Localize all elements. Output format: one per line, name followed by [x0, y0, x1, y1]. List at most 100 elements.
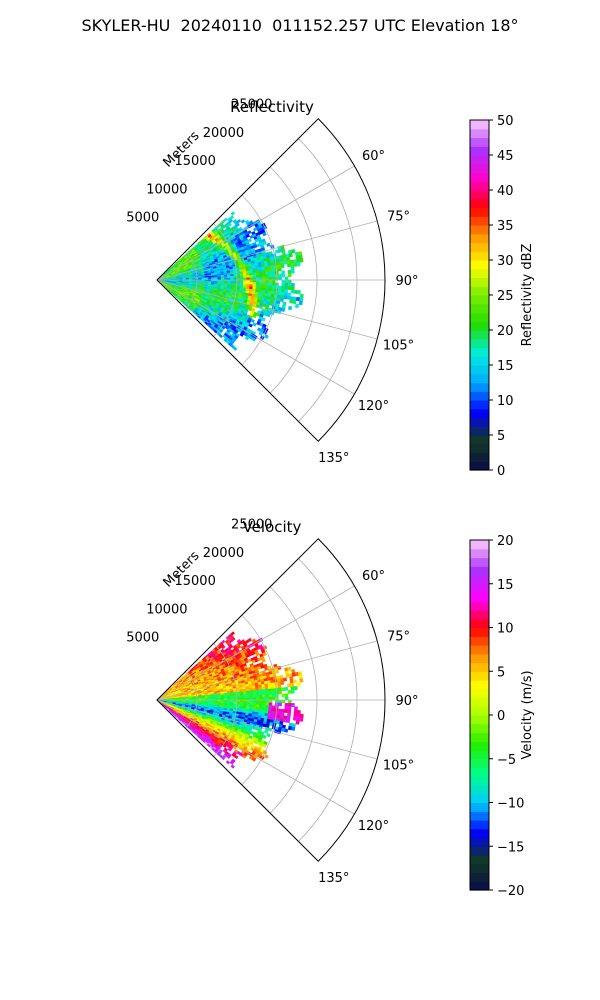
radar-cell — [239, 693, 244, 697]
radar-cell — [263, 729, 269, 734]
colorbar-segment — [470, 863, 489, 874]
radar-cell — [255, 274, 260, 278]
radar-cell — [268, 268, 273, 273]
colorbar-segment — [470, 723, 489, 734]
radar-cell — [251, 337, 257, 342]
radar-cell — [252, 272, 257, 276]
radar-cell — [262, 702, 266, 706]
radar-cell — [271, 265, 276, 269]
colorbar-segment — [470, 155, 489, 165]
radar-cell — [288, 253, 293, 258]
polar-grid — [156, 558, 385, 862]
azimuth-spoke — [156, 585, 355, 701]
radar-cell — [249, 695, 254, 698]
colorbar-segment — [470, 618, 489, 629]
colorbar-segment — [470, 750, 489, 760]
radar-cell — [265, 271, 270, 275]
radar-cell — [223, 276, 228, 279]
colorbar-segment — [470, 741, 489, 751]
radar-cell — [299, 717, 304, 722]
radar-cell — [271, 282, 276, 286]
radar-cell — [264, 334, 269, 339]
radar-cell — [255, 272, 260, 276]
radar-cell — [278, 699, 283, 704]
radar-cell — [262, 284, 266, 289]
radar-cell — [290, 269, 295, 274]
colorbar-segment — [470, 680, 489, 690]
colorbar-segment — [470, 260, 489, 270]
radar-cell — [240, 219, 246, 224]
colorbar-segment — [470, 583, 489, 594]
radar-cell — [293, 709, 298, 714]
radar-cell — [268, 274, 273, 278]
radar-cell — [258, 689, 263, 693]
radar-cell — [287, 279, 292, 284]
radar-cell — [293, 262, 298, 267]
azimuth-spoke — [156, 165, 355, 281]
radar-cell — [264, 754, 269, 759]
radar-cell — [284, 279, 289, 284]
radar-cell — [280, 288, 285, 293]
colorbar-segment — [470, 767, 489, 777]
colorbar-segment — [470, 312, 489, 322]
colorbar-tick-label: 0 — [497, 464, 505, 479]
radar-cell — [268, 285, 273, 289]
radar-cell — [235, 222, 240, 228]
colorbar-segment — [470, 330, 489, 340]
colorbar-segment — [470, 146, 489, 156]
radar-cell — [277, 684, 282, 689]
radial-tick-label: 5000 — [126, 211, 159, 226]
radar-cell — [293, 686, 298, 691]
panel-title: Reflectivity — [230, 98, 314, 116]
sector-frame — [156, 118, 386, 442]
azimuth-spoke — [156, 699, 355, 815]
radar-cell — [295, 720, 300, 725]
colorbar-segment — [470, 785, 489, 795]
colorbar-segment — [470, 557, 489, 567]
radar-cell — [290, 286, 295, 291]
radial-tick-label: 15000 — [174, 154, 215, 169]
radar-cell — [287, 706, 292, 711]
colorbar-tick-label: 10 — [497, 622, 514, 637]
colorbar-label: Velocity (m/s) — [520, 670, 535, 759]
radar-cell — [242, 693, 247, 696]
radar-cell — [277, 687, 282, 692]
colorbar-segment — [470, 575, 489, 585]
radar-cell — [255, 692, 260, 696]
radar-cell — [290, 263, 295, 268]
radar-cell — [255, 284, 260, 288]
radial-tick-label: 25000 — [231, 98, 272, 113]
radar-cell — [268, 702, 273, 706]
azimuth-spoke — [156, 640, 378, 701]
colorbar-segment — [470, 408, 489, 419]
radar-cell — [230, 211, 236, 216]
radar-cell — [221, 645, 226, 650]
radar-cell — [268, 696, 273, 701]
colorbar-tick-label: 30 — [497, 254, 514, 269]
radar-cell — [267, 685, 272, 690]
colorbar-segment — [470, 443, 489, 454]
radar-cell — [278, 702, 282, 707]
radar-cell — [287, 712, 291, 717]
radar-cell — [274, 669, 280, 674]
radar-cell — [225, 760, 231, 765]
radar-cell — [258, 269, 263, 273]
radar-cell — [261, 269, 266, 273]
radar-cell — [233, 695, 238, 699]
radar-cell — [246, 701, 250, 705]
colorbar-tick-label: −10 — [497, 797, 524, 812]
radar-cell — [262, 694, 266, 698]
radar-cell — [227, 276, 231, 279]
radar-cell — [249, 282, 254, 285]
colorbar-segment — [470, 216, 489, 226]
colorbar-segment — [470, 688, 489, 699]
radar-cell — [287, 699, 292, 704]
colorbar-segment — [470, 837, 489, 847]
colorbar-tick-label: −5 — [497, 753, 516, 768]
radial-tick-label: 5000 — [126, 631, 159, 646]
radar-cell — [290, 686, 295, 691]
radar-cell — [287, 305, 293, 311]
colorbar-tick-label: 5 — [497, 429, 505, 444]
radar-cell — [299, 713, 304, 719]
